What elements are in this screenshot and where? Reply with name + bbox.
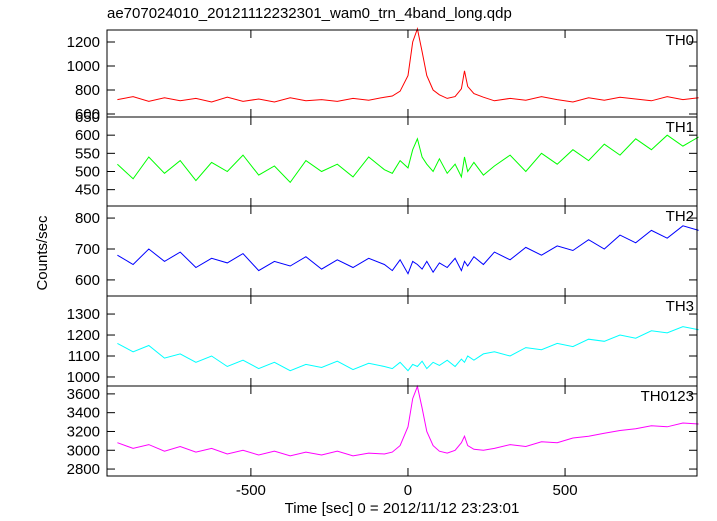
y-tick-label: 800 [75,82,100,99]
y-tick-label: 1000 [67,58,100,75]
y-tick-label: 3600 [67,386,100,403]
light-curve [117,225,699,275]
light-curve [117,326,699,372]
x-tick-label: -500 [236,482,266,499]
panel-label: TH0 [666,32,694,49]
x-tick-label: 500 [553,482,578,499]
y-tick-label: 800 [75,210,100,227]
panel-label: TH0123 [641,388,694,405]
y-tick-label: 600 [75,272,100,289]
y-tick-label: 3000 [67,442,100,459]
y-tick-label: 700 [75,241,100,258]
panel-frame [106,205,698,297]
panel-frame [106,116,698,207]
y-tick-label: 1100 [68,348,100,365]
x-tick-label: 0 [404,482,412,499]
y-axis-label: Counts/sec [34,215,51,291]
panel-frame [106,295,698,387]
y-tick-label: 600 [75,127,100,144]
light-curve [117,134,699,184]
y-tick-label: 550 [75,145,100,162]
y-tick-label: 650 [75,109,100,126]
y-tick-label: 2800 [67,461,100,478]
light-curve [117,26,699,103]
y-tick-label: 600 [75,106,100,123]
y-tick-label: 1200 [67,327,100,344]
panel-label: TH1 [666,119,694,136]
panel-frame [106,29,698,118]
y-tick-label: 1000 [67,369,100,386]
y-tick-label: 3200 [67,423,100,440]
light-curve [117,384,699,457]
y-tick-label: 500 [75,163,100,180]
panel-label: TH2 [666,208,694,225]
y-tick-label: 1200 [67,34,100,51]
panel-frame [106,385,698,477]
panel-label: TH3 [666,298,694,315]
x-axis-label: Time [sec] 0 = 2012/11/12 23:23:01 [285,500,520,516]
y-tick-label: 1300 [67,306,100,323]
y-tick-label: 450 [75,182,100,199]
y-tick-label: 3400 [67,405,100,422]
chart-title: ae707024010_20121112232301_wam0_trn_4ban… [107,5,512,22]
